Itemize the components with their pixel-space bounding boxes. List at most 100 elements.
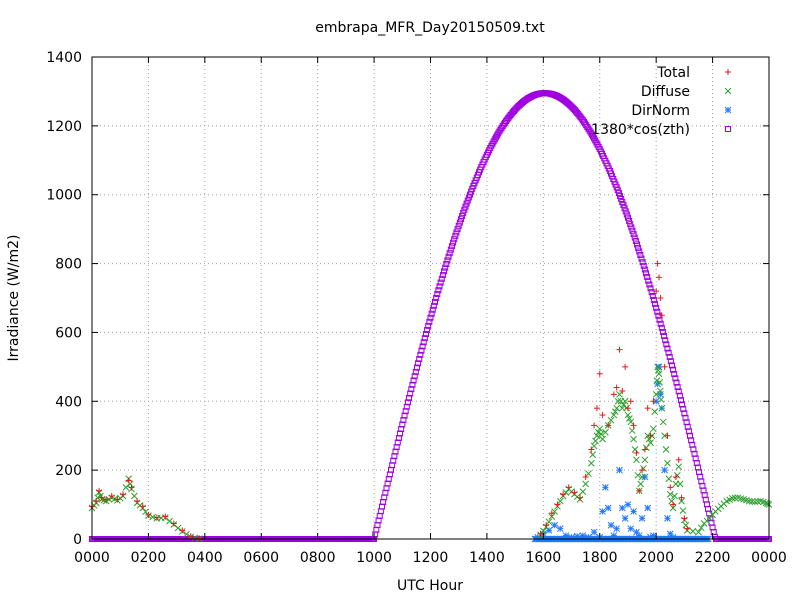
- diffuse-point: [602, 428, 609, 436]
- diffuse-point: [539, 527, 547, 535]
- cos-zth-point: [667, 358, 674, 365]
- diffuse-point: [614, 397, 622, 405]
- dirnorm-point: [613, 525, 621, 533]
- cos-zth-point: [461, 206, 468, 213]
- dirnorm-point: [616, 466, 623, 474]
- diffuse-point: [626, 415, 633, 422]
- total-point: [565, 484, 572, 491]
- total-point: [681, 515, 688, 522]
- x-tick-label: 0600: [243, 550, 279, 566]
- legend-label: Diffuse: [641, 84, 690, 100]
- y-tick-label: 800: [55, 257, 82, 273]
- cos-zth-point: [639, 259, 646, 266]
- total-point: [560, 491, 567, 498]
- cos-zth-point: [645, 277, 652, 284]
- cos-zth-point: [433, 294, 440, 301]
- cos-zth-point: [401, 412, 408, 419]
- cos-zth-point: [656, 316, 663, 323]
- cos-zth-point: [649, 293, 656, 300]
- total-point: [170, 520, 177, 527]
- diffuse-point: [656, 378, 664, 386]
- cos-zth-point: [654, 308, 661, 315]
- cos-zth-point: [418, 347, 425, 354]
- cos-zth-point: [666, 353, 673, 360]
- diffuse-point: [695, 528, 702, 536]
- dirnorm-point: [599, 508, 606, 515]
- cos-zth-point: [403, 403, 410, 410]
- diffuse-point: [641, 456, 649, 464]
- total-point: [591, 422, 598, 429]
- cos-zth-point: [629, 227, 636, 234]
- cos-zth-point: [638, 255, 645, 262]
- dirnorm-point: [618, 504, 626, 512]
- diffuse-point: [590, 442, 598, 450]
- cos-zth-point: [650, 296, 657, 303]
- total-point: [622, 363, 629, 370]
- total-point: [664, 432, 671, 439]
- dirnorm-point: [579, 532, 587, 539]
- cos-zth-point: [679, 401, 686, 408]
- diffuse-point: [679, 507, 687, 514]
- dirnorm-point: [604, 504, 612, 512]
- x-tick-label: 0200: [131, 550, 167, 566]
- diffuse-point: [658, 404, 666, 412]
- x-tick-label: 0400: [187, 550, 223, 566]
- diffuse-point: [654, 366, 662, 374]
- cos-zth-point: [626, 217, 633, 224]
- cos-zth-point: [435, 287, 442, 294]
- cos-zth-point: [681, 410, 688, 417]
- diffuse-point: [130, 492, 138, 500]
- x-tick-label: 0000: [74, 550, 110, 566]
- diffuse-point: [136, 502, 144, 509]
- y-axis: 0 200 400 600 800 1000 1200 1400: [46, 50, 769, 548]
- y-axis-label: Irradiance (W/m2): [6, 235, 22, 362]
- total-point: [647, 432, 654, 439]
- cos-zth-point: [641, 266, 648, 273]
- cos-zth-point: [408, 386, 415, 393]
- cos-zth-point: [662, 337, 669, 344]
- dirnorm-point: [641, 473, 649, 481]
- diffuse-point: [596, 425, 604, 433]
- cos-zth-point: [652, 300, 659, 307]
- total-point: [610, 391, 617, 398]
- cos-zth-point: [633, 241, 640, 248]
- cos-zth-point: [442, 264, 449, 271]
- diffuse-point: [689, 527, 697, 535]
- total-point: [661, 363, 668, 370]
- legend-label: DirNorm: [631, 103, 690, 119]
- dirnorm-point: [573, 532, 581, 540]
- total-point: [619, 387, 626, 394]
- cos-zth-point: [404, 399, 411, 406]
- total-point: [571, 489, 578, 496]
- x-tick-label: 0800: [300, 550, 336, 566]
- diffuse-point: [568, 488, 575, 496]
- total-point: [93, 498, 100, 505]
- cos-zth-point: [684, 423, 691, 430]
- legend-label: Total: [656, 65, 690, 81]
- total-point: [125, 477, 132, 484]
- diffuse-point: [126, 480, 134, 488]
- diffuse-point: [737, 495, 745, 502]
- legend-marker: [724, 87, 732, 95]
- x-tick-label: 1400: [469, 550, 505, 566]
- diffuse-point: [611, 408, 619, 415]
- diffuse-point: [545, 518, 553, 526]
- diffuse-point: [676, 480, 684, 488]
- cos-zth-point: [463, 200, 470, 207]
- dirnorm-point: [556, 525, 564, 533]
- cos-zth-point: [416, 356, 423, 363]
- total-point: [134, 498, 141, 505]
- y-tick-label: 600: [55, 325, 82, 341]
- diffuse-point: [548, 513, 556, 520]
- cos-zth-point: [412, 368, 419, 375]
- cos-zth-point: [621, 205, 628, 212]
- cos-zth-point: [663, 341, 670, 348]
- diffuse-point: [652, 391, 660, 398]
- cos-zth-point: [635, 244, 642, 251]
- dirnorm-point: [664, 514, 671, 522]
- cos-zth-point: [460, 209, 467, 216]
- total-point: [654, 260, 661, 267]
- cos-zth-point: [437, 279, 444, 286]
- cos-zth-point: [646, 281, 653, 288]
- total-point: [554, 501, 561, 508]
